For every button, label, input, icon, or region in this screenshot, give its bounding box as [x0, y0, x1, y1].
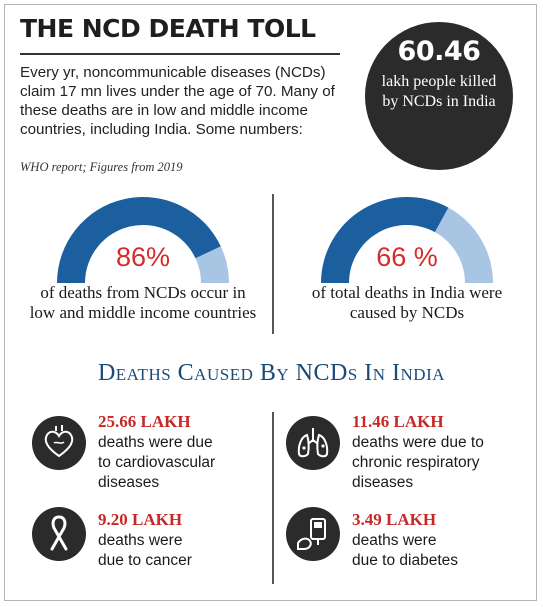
- gauge-percent-1: 86%: [115, 242, 171, 272]
- gauge-filled-arc: [321, 197, 449, 283]
- stat-desc-line: due to diabetes: [352, 552, 459, 569]
- gauge-india-total-deaths: [321, 197, 493, 283]
- stat-value-cardiovascular: 25.66 LAKH: [98, 412, 191, 431]
- stat-desc-respiratory: deaths were due to chronic respiratory d…: [352, 433, 532, 493]
- stat-desc-line: chronic respiratory: [352, 454, 480, 471]
- gauge-ncd-low-middle-income: [57, 197, 229, 283]
- stats-divider: [272, 412, 274, 584]
- stat-desc-cancer: deaths were due to cancer: [98, 531, 268, 571]
- callout-value: 60.46: [397, 36, 481, 67]
- gauge-percent-2: 66 %: [376, 242, 438, 272]
- stat-value-respiratory: 11.46 LAKH: [352, 412, 444, 431]
- title-underline: [20, 53, 340, 55]
- stat-desc-line: deaths were due: [98, 434, 213, 451]
- intro-text: Every yr, noncommunicable diseases (NCDs…: [20, 64, 335, 138]
- gauge-filled-arc: [57, 197, 221, 283]
- stat-value-cancer: 9.20 LAKH: [98, 510, 183, 529]
- gauge-caption-1: of deaths from NCDs occur in low and mid…: [29, 283, 257, 322]
- stat-desc-line: diseases: [98, 474, 160, 491]
- stat-desc-line: to cardiovascular: [98, 454, 216, 471]
- section-title: Deaths Caused By NCDs In India: [0, 360, 543, 387]
- heart-icon: [32, 416, 86, 470]
- gauge-remaining-arc: [195, 246, 229, 283]
- source-note: WHO report; Figures from 2019: [20, 160, 183, 174]
- page-title: THE NCD DEATH TOLL: [20, 14, 316, 43]
- stat-desc-line: deaths were: [98, 532, 183, 549]
- callout-circle: 60.46 lakh people killed by NCDs in Indi…: [365, 22, 513, 170]
- stat-desc-cardiovascular: deaths were due to cardiovascular diseas…: [98, 433, 268, 493]
- glucose-meter-icon: [286, 507, 340, 561]
- stat-value-diabetes: 3.49 LAKH: [352, 510, 437, 529]
- gauge-remaining-arc: [434, 207, 493, 283]
- gauge-caption-2: of total deaths in India were caused by …: [311, 283, 503, 322]
- stat-desc-line: diseases: [352, 474, 414, 491]
- stat-desc-line: due to cancer: [98, 552, 192, 569]
- lungs-icon: [286, 416, 340, 470]
- stat-desc-diabetes: deaths were due to diabetes: [352, 531, 522, 571]
- ribbon-icon: [32, 507, 86, 561]
- callout-text: lakh people killed by NCDs in India: [381, 73, 497, 110]
- gauge-divider: [272, 194, 274, 334]
- section-title-text: Deaths Caused By NCDs In India: [97, 360, 446, 386]
- stat-desc-line: deaths were due to: [352, 434, 484, 451]
- stat-desc-line: deaths were: [352, 532, 437, 549]
